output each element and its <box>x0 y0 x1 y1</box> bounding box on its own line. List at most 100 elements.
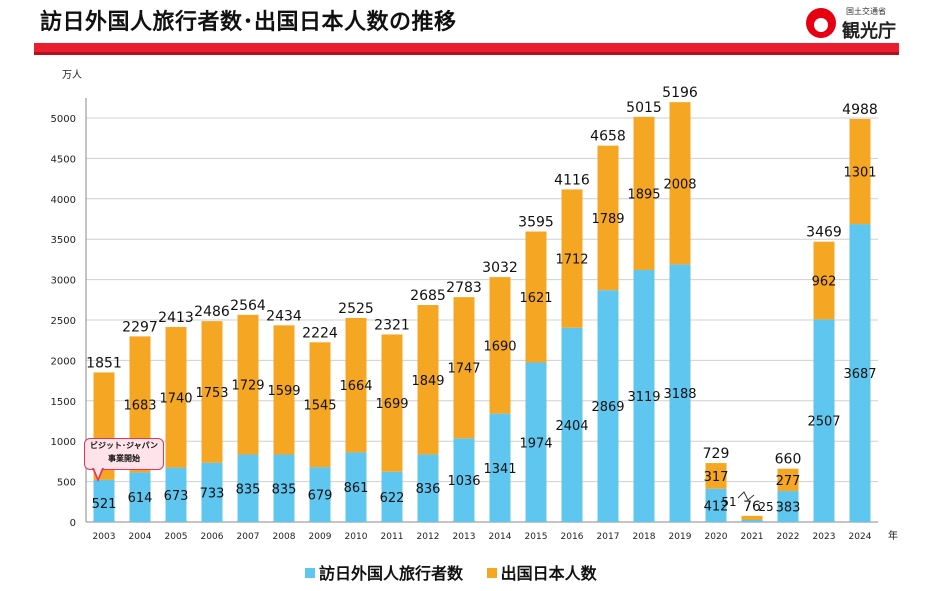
visit-japan-callout: ビジット･ジャパン 事業開始 <box>84 438 164 470</box>
inbound-label-2011: 622 <box>380 491 405 506</box>
x-tick-label: 2021 <box>741 532 764 542</box>
bar-inbound-2003 <box>93 479 115 522</box>
inbound-label-2021: 25 <box>758 500 773 514</box>
chart-legend: 訪日外国人旅行者数 出国日本人数 <box>305 560 615 584</box>
y-tick-label: 0 <box>70 518 76 529</box>
bar-inbound-2008 <box>273 454 295 522</box>
total-label-2009: 2224 <box>302 325 338 341</box>
bar-outbound-2009 <box>309 342 331 468</box>
outbound-label-2009: 1545 <box>303 399 336 414</box>
agency-logo-icon <box>806 8 836 38</box>
title-underline-shadow <box>34 52 899 55</box>
outbound-label-2007: 1729 <box>231 379 264 394</box>
x-tick-label: 2012 <box>417 532 440 542</box>
total-label-2007: 2564 <box>230 298 266 314</box>
total-label-2017: 4658 <box>590 129 626 145</box>
small-value-pointer <box>737 491 755 501</box>
bar-inbound-2020 <box>705 488 727 522</box>
bar-inbound-2006 <box>201 462 223 522</box>
y-tick-label: 3500 <box>51 235 76 246</box>
total-label-2013: 2783 <box>446 280 482 296</box>
total-label-2005: 2413 <box>158 310 194 326</box>
x-tick-label: 2010 <box>345 532 368 542</box>
y-tick-label: 3000 <box>51 276 76 287</box>
y-tick-label: 5000 <box>51 114 76 125</box>
inbound-label-2018: 3119 <box>627 390 660 405</box>
bar-outbound-2022 <box>777 468 799 492</box>
total-label-2019: 5196 <box>662 85 698 101</box>
inbound-label-2016: 2404 <box>555 419 588 434</box>
outbound-label-2015: 1621 <box>519 291 552 306</box>
total-label-2014: 3032 <box>482 260 518 276</box>
bar-inbound-2024 <box>849 224 871 522</box>
outbound-label-2012: 1849 <box>411 374 444 389</box>
x-tick-label: 2008 <box>273 532 296 542</box>
agency-logo-subtitle: 国土交通省 <box>846 7 886 16</box>
legend-swatch-inbound <box>305 568 315 578</box>
inbound-label-2003: 521 <box>92 497 117 512</box>
callout-line-1: ビジット･ジャパン <box>90 441 158 450</box>
bar-inbound-2011 <box>381 471 403 522</box>
bar-inbound-2022 <box>777 491 799 522</box>
inbound-label-2006: 733 <box>200 486 225 501</box>
x-tick-label: 2022 <box>777 532 800 542</box>
x-tick-label: 2003 <box>93 532 116 542</box>
legend-item-inbound: 訪日外国人旅行者数 <box>305 560 463 584</box>
y-tick-label: 1000 <box>51 437 76 448</box>
bar-outbound-2023 <box>813 241 835 320</box>
outbound-label-2013: 1747 <box>447 362 480 377</box>
total-label-2010: 2525 <box>338 301 374 317</box>
legend-label-inbound: 訪日外国人旅行者数 <box>319 564 464 583</box>
y-tick-label: 4000 <box>51 195 76 206</box>
bar-outbound-2019 <box>669 102 691 265</box>
inbound-label-2022: 383 <box>776 501 801 516</box>
total-label-2022: 660 <box>775 452 802 468</box>
inbound-label-2017: 2869 <box>591 400 624 415</box>
outbound-label-2005: 1740 <box>159 391 192 406</box>
bar-outbound-2017 <box>597 145 619 291</box>
bar-outbound-2010 <box>345 317 367 453</box>
x-tick-label: 2017 <box>597 532 620 542</box>
y-tick-label: 1500 <box>51 397 76 408</box>
bar-outbound-2014 <box>489 277 511 414</box>
inbound-label-2009: 679 <box>308 489 333 504</box>
inbound-label-2014: 1341 <box>483 462 516 477</box>
x-tick-label: 2011 <box>381 532 404 542</box>
inbound-label-2024: 3687 <box>843 367 876 382</box>
total-label-2020: 729 <box>703 446 730 462</box>
bar-inbound-2019 <box>669 264 691 522</box>
inbound-label-2005: 673 <box>164 489 189 504</box>
outbound-label-2019: 2008 <box>663 177 696 192</box>
inbound-label-2015: 1974 <box>519 436 552 451</box>
y-tick-label: 2500 <box>51 316 76 327</box>
outbound-label-2022: 277 <box>776 474 801 489</box>
x-tick-label: 2024 <box>849 532 872 542</box>
total-label-2023: 3469 <box>806 225 842 241</box>
bar-inbound-2018 <box>633 269 655 522</box>
total-label-2011: 2321 <box>374 317 410 333</box>
y-tick-label: 500 <box>57 478 76 489</box>
total-label-2016: 4116 <box>554 172 590 188</box>
x-tick-label: 2004 <box>129 532 152 542</box>
outbound-label-2024: 1301 <box>843 166 876 181</box>
total-label-2003: 1851 <box>86 355 122 371</box>
bar-inbound-2004 <box>129 472 151 522</box>
total-label-2018: 5015 <box>626 100 662 116</box>
outbound-label-2011: 1699 <box>375 397 408 412</box>
x-tick-label: 2018 <box>633 532 656 542</box>
inbound-label-2004: 614 <box>128 491 153 506</box>
title-underline <box>34 43 899 52</box>
bar-inbound-2015 <box>525 362 547 522</box>
bar-outbound-2012 <box>417 305 439 455</box>
outbound-label-2016: 1712 <box>555 253 588 268</box>
total-label-2021: 76 <box>743 499 761 515</box>
bar-outbound-2013 <box>453 297 475 439</box>
inbound-label-2012: 836 <box>416 482 441 497</box>
x-tick-label: 2005 <box>165 532 188 542</box>
bar-inbound-2021 <box>741 519 763 522</box>
legend-item-outbound: 出国日本人数 <box>486 560 597 584</box>
bar-inbound-2023 <box>813 319 835 522</box>
bar-inbound-2017 <box>597 290 619 522</box>
bar-outbound-2011 <box>381 334 403 472</box>
inbound-label-2023: 2507 <box>807 415 840 430</box>
